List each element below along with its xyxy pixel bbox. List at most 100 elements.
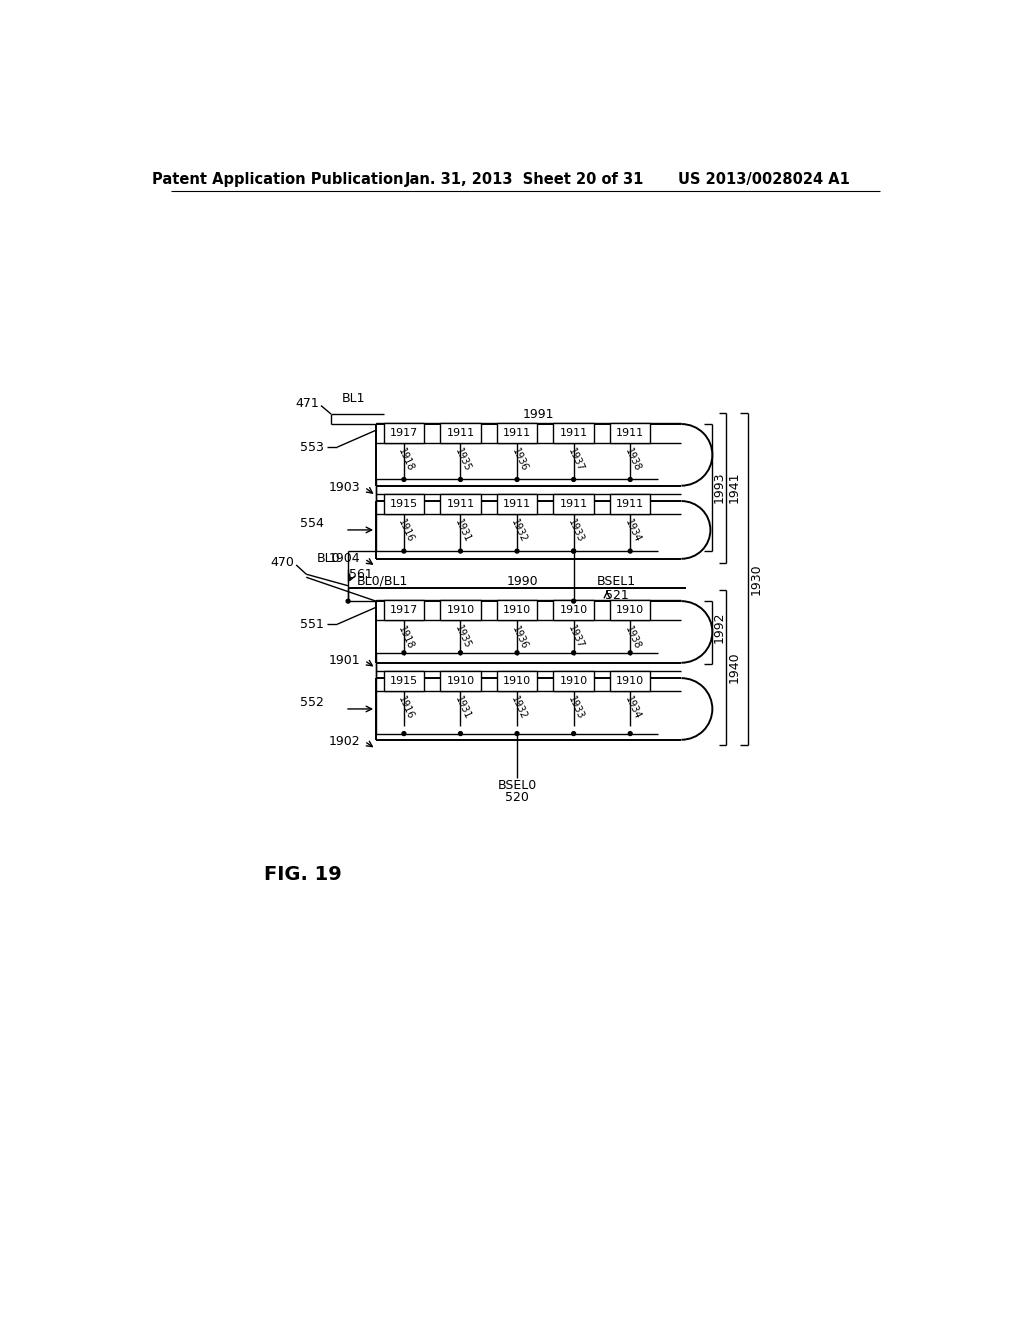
Text: 1910: 1910: [559, 606, 588, 615]
Bar: [554, 671, 594, 692]
Text: 1917: 1917: [390, 428, 418, 438]
Text: 1911: 1911: [616, 428, 644, 438]
Text: 552: 552: [300, 696, 324, 709]
Circle shape: [459, 549, 463, 553]
Text: 1934: 1934: [623, 694, 642, 722]
Text: 1931: 1931: [453, 694, 472, 722]
Circle shape: [629, 731, 632, 735]
Text: 1916: 1916: [396, 517, 416, 544]
Text: Patent Application Publication: Patent Application Publication: [152, 172, 403, 186]
Circle shape: [571, 549, 575, 553]
Text: 1990: 1990: [506, 574, 538, 587]
Circle shape: [515, 731, 519, 735]
Bar: [497, 494, 538, 515]
Circle shape: [571, 651, 575, 655]
Text: 1936: 1936: [510, 447, 529, 474]
Text: 1918: 1918: [396, 447, 416, 474]
Circle shape: [571, 731, 575, 735]
Circle shape: [571, 478, 575, 482]
Circle shape: [571, 599, 575, 603]
Text: 1935: 1935: [453, 624, 472, 651]
Circle shape: [402, 478, 406, 482]
Text: 1938: 1938: [623, 447, 642, 474]
Text: 1911: 1911: [503, 428, 531, 438]
Text: 554: 554: [300, 517, 324, 531]
Circle shape: [402, 651, 406, 655]
Text: 1941: 1941: [727, 471, 740, 503]
Text: 1911: 1911: [559, 428, 588, 438]
Text: 1933: 1933: [566, 517, 586, 544]
Text: 1911: 1911: [503, 499, 531, 510]
Text: 1911: 1911: [559, 499, 588, 510]
Text: 1932: 1932: [510, 694, 529, 722]
Text: 1904: 1904: [329, 552, 360, 565]
Text: 1935: 1935: [453, 447, 472, 474]
Text: 1993: 1993: [713, 471, 726, 503]
Circle shape: [459, 731, 463, 735]
Text: 1911: 1911: [616, 499, 644, 510]
Bar: [440, 494, 480, 515]
Bar: [554, 494, 594, 515]
Text: 1931: 1931: [453, 517, 472, 544]
Text: 1934: 1934: [623, 517, 642, 544]
Text: 1937: 1937: [566, 624, 586, 651]
Text: 1917: 1917: [390, 606, 418, 615]
Text: 1902: 1902: [329, 735, 360, 748]
Text: 1903: 1903: [329, 480, 360, 494]
Text: 1940: 1940: [727, 652, 740, 684]
Bar: [497, 671, 538, 692]
Text: 1932: 1932: [510, 517, 529, 544]
Text: BL0: BL0: [317, 552, 341, 565]
Text: 1901: 1901: [329, 653, 360, 667]
Text: FIG. 19: FIG. 19: [263, 865, 341, 884]
Text: 1930: 1930: [750, 564, 762, 594]
Text: US 2013/0028024 A1: US 2013/0028024 A1: [678, 172, 850, 186]
Text: 1992: 1992: [713, 611, 726, 643]
Bar: [497, 601, 538, 620]
Text: 471: 471: [295, 397, 318, 409]
Circle shape: [459, 651, 463, 655]
Text: 1910: 1910: [446, 606, 474, 615]
Text: 1916: 1916: [396, 694, 416, 722]
Bar: [610, 601, 650, 620]
Text: BL1: BL1: [342, 392, 366, 405]
Text: 1910: 1910: [616, 606, 644, 615]
Text: 1915: 1915: [390, 499, 418, 510]
Circle shape: [629, 478, 632, 482]
Circle shape: [571, 549, 575, 553]
Circle shape: [515, 478, 519, 482]
Text: Jan. 31, 2013  Sheet 20 of 31: Jan. 31, 2013 Sheet 20 of 31: [406, 172, 644, 186]
Text: 1910: 1910: [616, 676, 644, 686]
Text: 1915: 1915: [390, 676, 418, 686]
Bar: [384, 601, 424, 620]
Text: 1911: 1911: [446, 499, 474, 510]
Text: 520: 520: [505, 791, 529, 804]
Text: 1933: 1933: [566, 694, 586, 722]
Circle shape: [402, 731, 406, 735]
Text: 1910: 1910: [446, 676, 474, 686]
Text: 1911: 1911: [446, 428, 474, 438]
Bar: [384, 424, 424, 444]
Text: 470: 470: [270, 556, 294, 569]
Text: 553: 553: [300, 441, 324, 454]
Text: BSEL1: BSEL1: [597, 574, 636, 587]
Bar: [440, 671, 480, 692]
Circle shape: [402, 549, 406, 553]
Circle shape: [346, 599, 350, 603]
Circle shape: [515, 651, 519, 655]
Bar: [440, 424, 480, 444]
Text: 521: 521: [604, 589, 629, 602]
Text: 1991: 1991: [523, 408, 555, 421]
Circle shape: [629, 549, 632, 553]
Circle shape: [515, 549, 519, 553]
Text: 1910: 1910: [503, 606, 531, 615]
Bar: [554, 601, 594, 620]
Text: BL0/BL1: BL0/BL1: [356, 574, 408, 587]
Text: BSEL0: BSEL0: [498, 779, 537, 792]
Text: 551: 551: [300, 618, 324, 631]
Text: 1937: 1937: [566, 447, 586, 474]
Bar: [384, 494, 424, 515]
Bar: [440, 601, 480, 620]
Text: 561: 561: [349, 568, 373, 581]
Circle shape: [459, 478, 463, 482]
